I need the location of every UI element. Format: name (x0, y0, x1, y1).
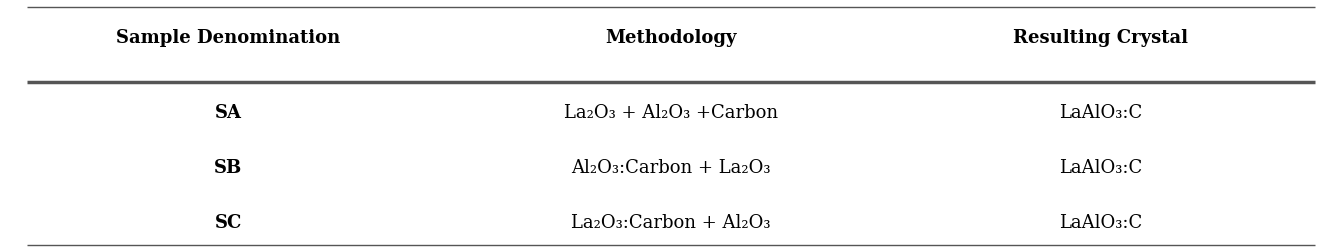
Text: Resulting Crystal: Resulting Crystal (1013, 28, 1188, 46)
Text: SA: SA (215, 104, 242, 122)
Text: La₂O₃:Carbon + Al₂O₃: La₂O₃:Carbon + Al₂O₃ (572, 214, 770, 232)
Text: Sample Denomination: Sample Denomination (115, 28, 341, 46)
Text: LaAlO₃:C: LaAlO₃:C (1059, 214, 1142, 232)
Text: La₂O₃ + Al₂O₃ +Carbon: La₂O₃ + Al₂O₃ +Carbon (564, 104, 778, 122)
Text: LaAlO₃:C: LaAlO₃:C (1059, 158, 1142, 176)
Text: Al₂O₃:Carbon + La₂O₃: Al₂O₃:Carbon + La₂O₃ (572, 158, 770, 176)
Text: Methodology: Methodology (605, 28, 737, 46)
Text: SC: SC (215, 214, 242, 232)
Text: LaAlO₃:C: LaAlO₃:C (1059, 104, 1142, 122)
Text: SB: SB (213, 158, 243, 176)
